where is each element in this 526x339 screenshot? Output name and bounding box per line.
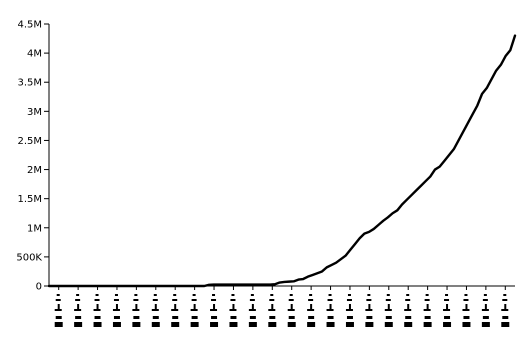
x-tick-label xyxy=(481,294,490,327)
x-tick-label xyxy=(287,294,296,327)
x-tick-label xyxy=(268,294,277,327)
x-tick-label xyxy=(345,294,354,327)
y-tick-label: 4.5M xyxy=(17,20,42,31)
x-tick-label xyxy=(132,294,141,327)
plot-area xyxy=(47,34,517,288)
x-tick-label xyxy=(248,294,257,327)
x-tick-label xyxy=(462,294,471,327)
x-tick-label xyxy=(443,294,452,327)
x-tick-label xyxy=(74,294,83,327)
x-tick-label xyxy=(210,294,219,327)
y-tick-label: 2.5M xyxy=(17,136,42,147)
y-tick-label: 0 xyxy=(36,282,42,293)
y-tick-label: 500K xyxy=(16,252,42,263)
x-tick-label xyxy=(384,294,393,327)
y-tick-label: 4M xyxy=(27,49,42,60)
y-axis: 0 500K 1M 1.5M 2M 2.5M 3M 3.5M 4M 4.5M xyxy=(16,20,50,293)
x-tick-label xyxy=(423,294,432,327)
y-tick-label: 2M xyxy=(27,165,42,176)
x-tick-label xyxy=(93,294,102,327)
x-tick-label xyxy=(326,294,335,327)
x-tick-label xyxy=(171,294,180,327)
x-tick-label xyxy=(229,294,238,327)
y-tick-label: 3M xyxy=(27,107,42,118)
x-tick-label xyxy=(307,294,316,327)
x-tick-label xyxy=(54,294,63,327)
x-tick-label xyxy=(501,294,510,327)
y-tick-label: 1M xyxy=(27,223,42,234)
series-line-0 xyxy=(47,34,517,288)
x-tick-label xyxy=(151,294,160,327)
x-axis xyxy=(49,285,515,327)
y-tick-label: 3.5M xyxy=(17,78,42,89)
x-tick-label xyxy=(190,294,199,327)
x-tick-label xyxy=(112,294,121,327)
x-tick-label xyxy=(404,294,413,327)
x-tick-label xyxy=(365,294,374,327)
y-tick-label: 1.5M xyxy=(17,194,42,205)
